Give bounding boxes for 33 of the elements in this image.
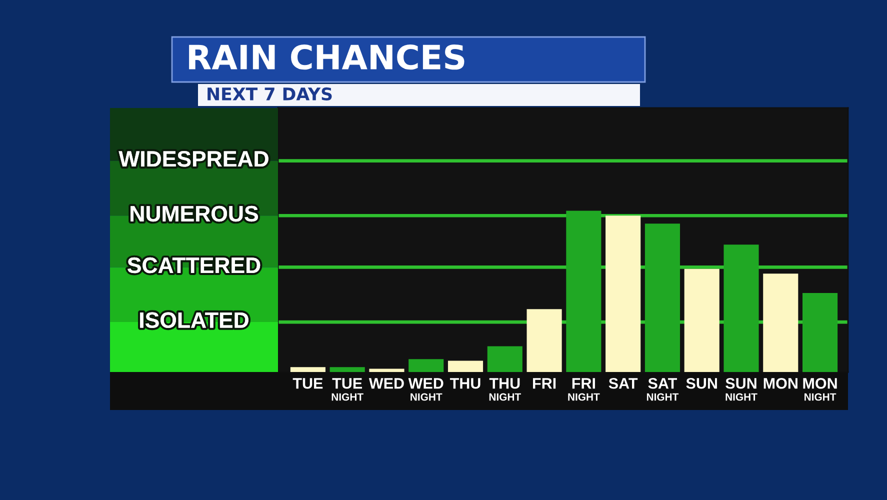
bar (644, 224, 680, 372)
x-tick-label: SUN (686, 378, 717, 389)
x-tick-label: FRI (533, 378, 556, 389)
bar (408, 359, 444, 372)
category-label: TUE NIGHT (332, 378, 364, 401)
bar (290, 367, 326, 372)
chart-title: RAIN CHANCES (189, 44, 464, 70)
x-tick-label: SAT (608, 378, 638, 389)
x-tick-label: WED (368, 378, 404, 389)
bar (330, 367, 365, 372)
x-tick-label: THU (450, 378, 480, 389)
ref-line-label: NUMEROUS (130, 206, 258, 222)
bar (369, 368, 404, 372)
category-label: THU NIGHT (489, 378, 521, 401)
bar (724, 244, 759, 372)
bar (566, 210, 602, 372)
category-label: WED NIGHT (408, 378, 444, 401)
category-label: MON NIGHT (803, 378, 837, 401)
ref-line-label: ISOLATED (140, 312, 248, 328)
category-label: SAT NIGHT (646, 378, 679, 401)
bar (802, 293, 838, 372)
x-tick-label: TUE (292, 378, 323, 389)
bar (684, 268, 720, 372)
bar (448, 360, 484, 372)
bar (526, 309, 562, 372)
bar (606, 216, 641, 372)
ref-line-label: SCATTERED (128, 257, 260, 274)
bar (487, 346, 522, 372)
bar (763, 274, 798, 372)
ref-line-label: WIDESPREAD (118, 151, 268, 167)
x-tick-label: MON (764, 378, 798, 389)
category-label: SUN NIGHT (726, 378, 758, 401)
category-label: FRI NIGHT (568, 378, 600, 401)
